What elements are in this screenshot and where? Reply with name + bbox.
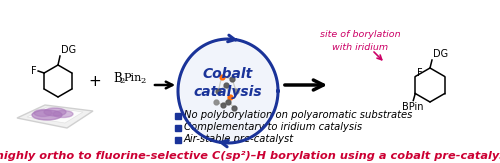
Text: F: F [418, 68, 423, 79]
Ellipse shape [53, 111, 73, 118]
Bar [175, 137, 180, 142]
Polygon shape [27, 107, 83, 123]
Text: A highly ortho to fluorine-selective C(sp²)–H borylation using a cobalt pre-cata: A highly ortho to fluorine-selective C(s… [0, 151, 500, 161]
Text: B: B [113, 72, 122, 84]
Ellipse shape [44, 108, 66, 116]
Text: site of borylation
with iridium: site of borylation with iridium [320, 30, 400, 52]
Text: Cobalt
catalysis: Cobalt catalysis [194, 67, 262, 99]
Text: DG: DG [61, 45, 76, 55]
Text: +: + [88, 74, 102, 89]
Bar [175, 125, 180, 131]
Text: 2: 2 [140, 77, 145, 85]
Text: Air-stable pre-catalyst: Air-stable pre-catalyst [184, 133, 294, 143]
Ellipse shape [32, 110, 62, 120]
Ellipse shape [180, 41, 276, 141]
Text: DG: DG [433, 49, 448, 59]
Polygon shape [17, 105, 93, 128]
Text: Pin: Pin [123, 73, 142, 83]
Text: No polyborylation on polyaromatic substrates: No polyborylation on polyaromatic substr… [184, 110, 412, 119]
Text: F: F [30, 66, 36, 76]
Text: Complementary to iridium catalysis: Complementary to iridium catalysis [184, 121, 362, 132]
Bar [175, 113, 180, 119]
Text: BPin: BPin [402, 103, 423, 112]
Text: 2: 2 [119, 77, 124, 85]
Ellipse shape [34, 110, 52, 117]
